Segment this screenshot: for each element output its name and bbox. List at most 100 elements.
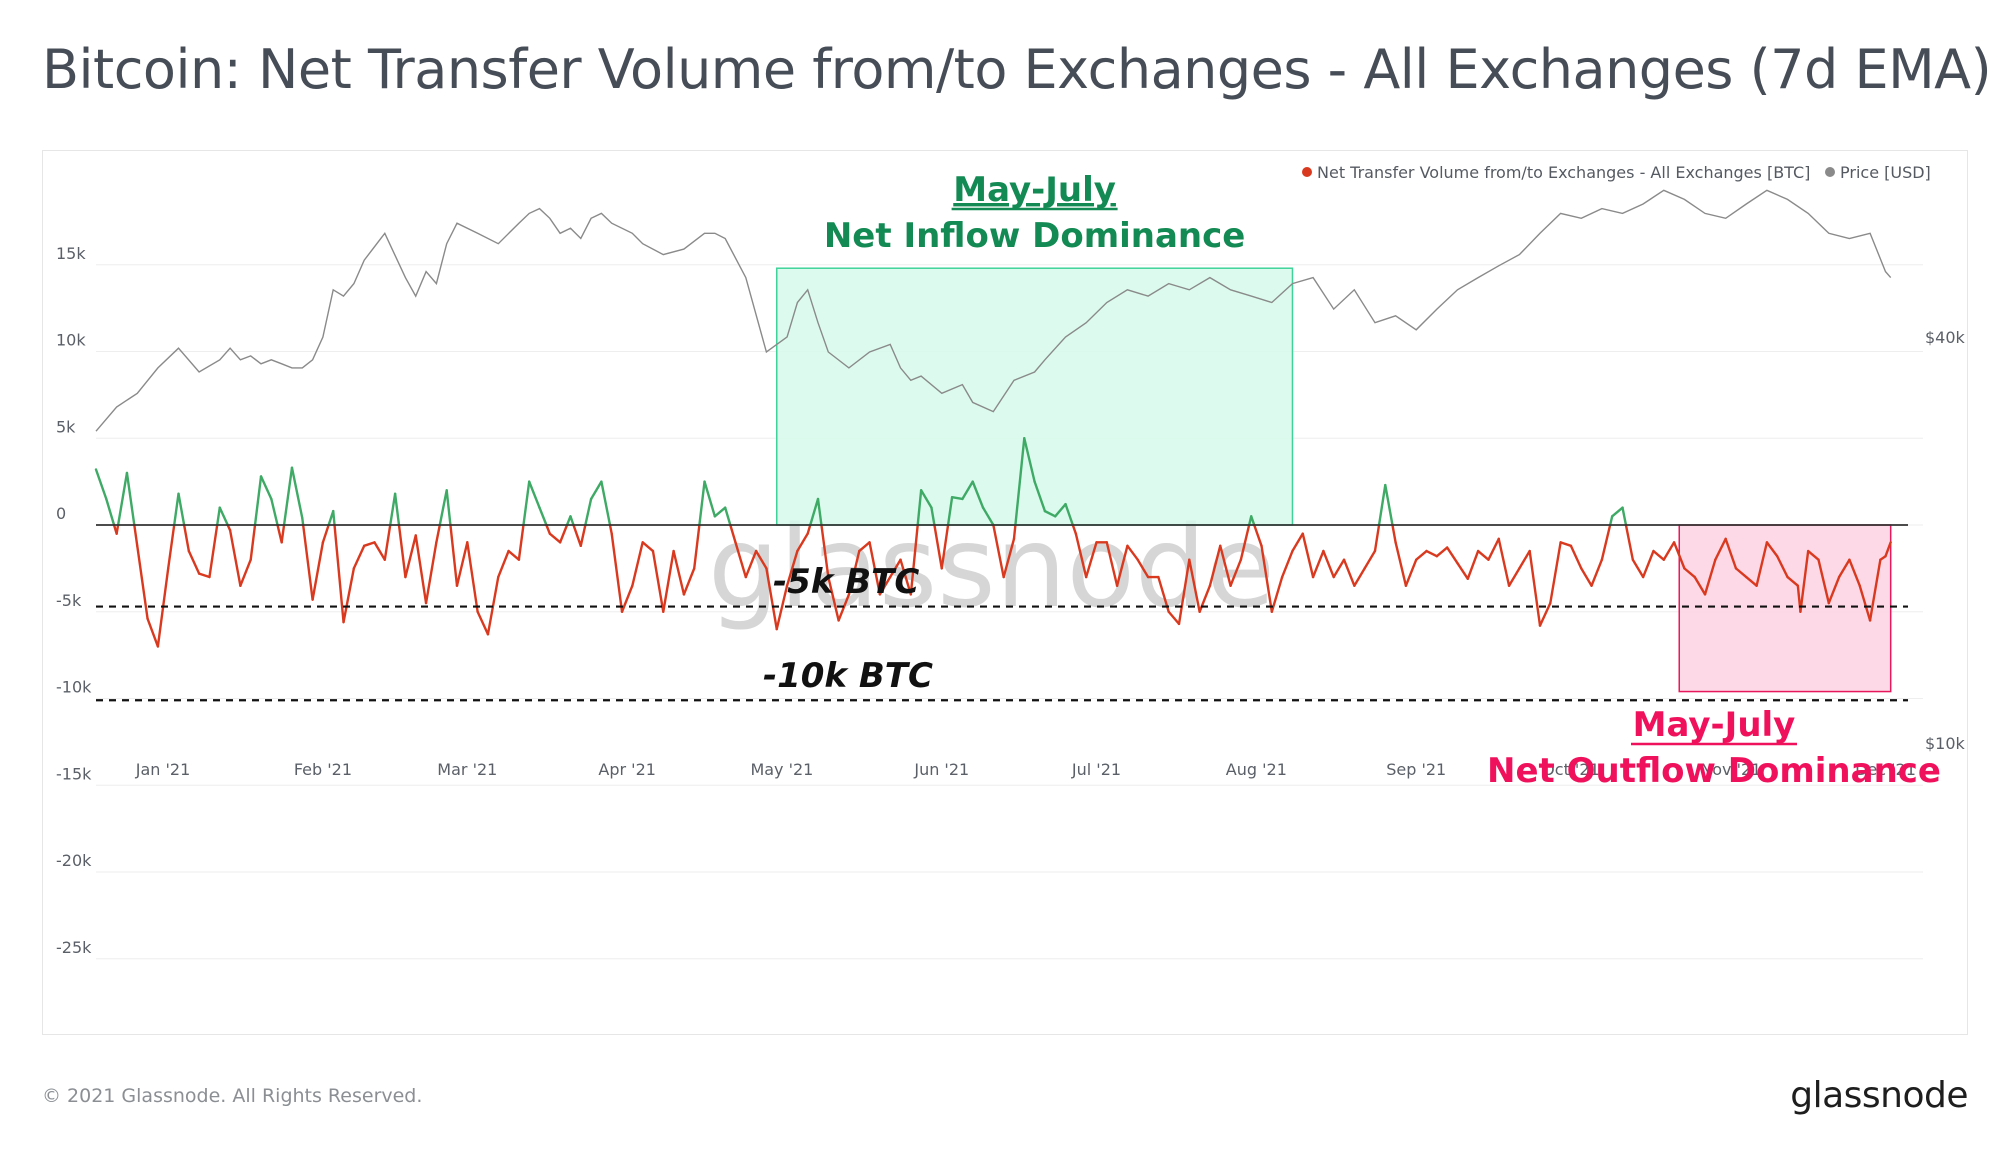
legend-marker [1302, 167, 1312, 177]
flow-segment [311, 541, 325, 601]
flow-segment [1652, 549, 1665, 561]
flow-segment [1608, 515, 1614, 527]
y-tick-label: 15k [56, 244, 86, 263]
x-tick-label: Aug '21 [1226, 760, 1287, 779]
flow-segment [1054, 502, 1067, 518]
flow-segment [878, 575, 892, 596]
flow-segment [1322, 549, 1335, 579]
flow-segment [1487, 537, 1500, 561]
x-tick-label: Feb '21 [294, 760, 352, 779]
flow-segment [946, 496, 954, 527]
flow-segment [930, 506, 936, 527]
flow-segment [1071, 523, 1078, 535]
price-series [95, 189, 1892, 432]
flow-segment [1837, 558, 1851, 579]
flow-segment [1260, 544, 1274, 613]
flow-segment [538, 506, 548, 527]
flow-segment [651, 549, 665, 613]
x-tick-label: Mar '21 [437, 760, 497, 779]
flow-series [94, 437, 1892, 648]
flow-segment [641, 541, 655, 553]
flow-segment [218, 506, 229, 527]
flow-segment [1827, 575, 1841, 605]
inflow-box-title: May-July [953, 170, 1116, 210]
flow-segment [1377, 483, 1387, 527]
flow-segment [301, 523, 314, 601]
y-tick-label: -20k [56, 851, 92, 870]
flow-segment [1404, 558, 1418, 587]
flow-segment [796, 532, 809, 553]
x-tick-label: Dec '21 [1855, 760, 1916, 779]
flow-segment [282, 466, 294, 527]
flow-segment [215, 506, 221, 527]
flow-segment [414, 534, 428, 605]
flow-segment [584, 497, 593, 527]
flow-segment [115, 523, 120, 535]
flow-segment [404, 534, 417, 579]
flow-segment [445, 489, 452, 527]
outflow-box-subtitle: Net Outflow Dominance [1487, 751, 1941, 791]
flow-segment [981, 506, 995, 527]
flow-segment [1858, 584, 1872, 622]
flow-segment [1600, 523, 1612, 561]
flow-segment [693, 523, 701, 570]
flow-segment [1786, 575, 1800, 587]
x-tick-label: Nov '21 [1700, 760, 1761, 779]
flow-segment [1569, 544, 1583, 570]
flow-segment [1249, 515, 1256, 527]
flow-segment [1518, 549, 1531, 570]
legend-label: Price [USD] [1840, 163, 1931, 182]
flow-segment [1353, 567, 1366, 587]
flow-segment [522, 480, 531, 527]
flow-segment [253, 475, 263, 527]
flow-segment [332, 509, 336, 527]
flow-segment [105, 497, 116, 527]
y-tick-label: -10k [56, 678, 92, 697]
flow-segment [734, 541, 747, 579]
flow-segment [1538, 601, 1552, 627]
flow-segment [397, 523, 407, 579]
flow-segment [476, 610, 490, 636]
flow-segment [1714, 537, 1727, 561]
flow-segment [1868, 558, 1882, 622]
flow-segment [703, 480, 717, 518]
x-tick-label: Sep '21 [1386, 760, 1446, 779]
flow-segment [682, 567, 696, 596]
flow-segment [916, 489, 923, 527]
flow-segment [438, 489, 448, 527]
flow-segment [197, 572, 211, 579]
flow-segment [1219, 544, 1232, 587]
flow-segment [961, 480, 974, 501]
threshold-10k-label: -10k BTC [763, 656, 933, 696]
flow-segment [1884, 541, 1892, 558]
flow-segment [1848, 558, 1861, 587]
flow-segment [1683, 567, 1696, 579]
flow-segment [1445, 546, 1459, 565]
chart-panel: glassnode 15k 10k 5k 0 -5k -10k -15k -20k -25k $… [42, 150, 1968, 1035]
flow-segment [589, 480, 603, 501]
flow-segment [1755, 541, 1769, 587]
flow-segment [466, 541, 479, 613]
flow-segment [785, 549, 799, 587]
flow-segment [919, 489, 933, 509]
flow-segment [507, 549, 521, 561]
flow-segment [1672, 541, 1686, 570]
flow-segment [940, 523, 950, 570]
flow-segment [868, 541, 882, 596]
flow-segment [1253, 523, 1263, 548]
flow-segment [1188, 558, 1201, 613]
outflow-box-title: May-July [1633, 705, 1796, 745]
flow-segment [280, 523, 286, 544]
y-axis-right: $40k $10k [1925, 328, 1966, 753]
flow-segment [116, 471, 129, 527]
flow-segment [1817, 558, 1831, 605]
flow-segment [600, 480, 612, 527]
flow-segment [1776, 555, 1789, 579]
flow-segment [1549, 541, 1562, 605]
flow-segment [672, 549, 686, 596]
flow-segment [744, 549, 758, 579]
flow-segment [94, 468, 108, 501]
flow-segment [548, 532, 562, 544]
flow-segment [208, 523, 219, 579]
